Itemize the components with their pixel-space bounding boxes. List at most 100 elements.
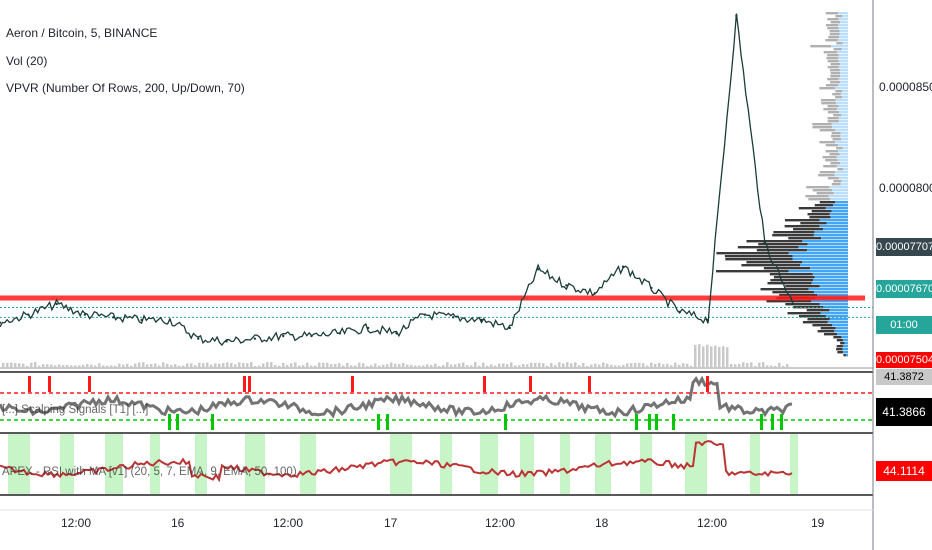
volume-profile-bar (835, 15, 843, 18)
volume-bar (194, 365, 197, 368)
volume-bar (74, 365, 77, 368)
volume-profile-bar (830, 21, 841, 24)
volume-bar (242, 363, 245, 368)
volume-profile-bar (808, 198, 831, 201)
volume-bar (154, 363, 157, 368)
sell-signal-mark (248, 376, 251, 392)
volume-bar (334, 363, 337, 368)
price-point (565, 284, 568, 287)
volume-bar (42, 364, 45, 368)
volume-bar (346, 363, 349, 368)
volume-profile-bar (772, 234, 814, 237)
volume-bar (22, 363, 25, 368)
volume-profile-bar (788, 270, 848, 273)
volume-indicator-label[interactable]: Vol (20) (6, 54, 48, 68)
volume-bar (118, 363, 121, 368)
apex-zone (195, 434, 207, 494)
volume-profile-bar (805, 195, 829, 198)
volume-profile-bar (766, 300, 812, 303)
volume-bar (82, 364, 85, 368)
volume-profile-bar (838, 27, 848, 30)
volume-profile-bar (808, 288, 848, 291)
volume-profile-bar (835, 171, 848, 174)
volume-bar (70, 365, 73, 368)
volume-profile-bar (838, 24, 848, 27)
buy-signal-mark (655, 414, 658, 430)
volume-bar (302, 365, 305, 368)
price-point (55, 302, 58, 306)
volume-profile-bar (811, 282, 848, 285)
volume-bar (662, 364, 665, 368)
volume-bar (542, 363, 545, 368)
volume-bar (46, 364, 49, 368)
volume-bar (738, 364, 741, 368)
volume-profile-bar (817, 330, 835, 333)
volume-bar (134, 363, 137, 368)
volume-profile-bar (784, 219, 820, 222)
volume-bar (222, 362, 225, 368)
volume-profile-bar (827, 105, 839, 108)
volume-bar (198, 362, 201, 368)
volume-profile-bar (823, 165, 837, 168)
volume-bar (182, 365, 185, 368)
volume-bar (386, 364, 389, 368)
sell-signal-mark (706, 376, 709, 392)
symbol-title[interactable]: Aeron / Bitcoin, 5, BINANCE (6, 26, 158, 40)
volume-bar (494, 365, 497, 368)
price-point (27, 313, 30, 316)
apex-zone (8, 434, 30, 494)
volume-bar (634, 362, 637, 368)
volume-bar (338, 363, 341, 368)
volume-profile-bar (825, 150, 838, 153)
apex-zone (480, 434, 498, 494)
apex-zone (60, 434, 74, 494)
volume-profile-bar (792, 258, 848, 261)
volume-profile-bar (832, 189, 848, 192)
volume-profile-bar (826, 222, 848, 225)
vpvr-indicator-label[interactable]: VPVR (Number Of Rows, 200, Up/Down, 70) (6, 81, 245, 95)
volume-bar (102, 365, 105, 368)
volume-profile-bar (835, 327, 848, 330)
volume-profile-bar (802, 261, 848, 264)
apex-indicator-label[interactable]: APEX - RSI with MA [v1] (20, 5, 7, EMA, … (2, 466, 297, 478)
volume-bar (306, 362, 309, 368)
volume-bar (786, 364, 789, 368)
volume-bar (646, 365, 649, 368)
time-axis-label: 16 (171, 516, 185, 530)
volume-profile-bar (841, 114, 848, 117)
price-point (536, 268, 540, 271)
volume-profile-bar (813, 234, 848, 237)
price-point (508, 326, 511, 330)
volume-profile-bar (838, 117, 848, 120)
volume-profile-bar (836, 147, 843, 150)
volume-profile-bar (838, 66, 848, 69)
volume-profile-bar (842, 15, 848, 18)
volume-bar (322, 362, 325, 368)
volume-bar (378, 365, 381, 368)
volume-bar (250, 362, 253, 368)
volume-bar (6, 362, 9, 368)
volume-profile-bar (837, 168, 844, 171)
volume-profile-bar (839, 153, 848, 156)
volume-profile-bar (800, 222, 827, 225)
volume-bar (566, 362, 569, 368)
volume-bar (682, 363, 685, 368)
price-point (593, 292, 596, 295)
volume-profile-bar (837, 51, 848, 54)
volume-bar (122, 364, 125, 368)
apex-zone (390, 434, 412, 494)
volume-profile-bar (833, 192, 848, 195)
volume-profile-bar (798, 315, 826, 318)
scalping-indicator-label[interactable]: [...] Scalping Signals [T1] [...] (2, 404, 149, 416)
volume-bar (538, 362, 541, 368)
volume-profile-bar (724, 255, 793, 258)
volume-profile-bar (831, 132, 841, 135)
volume-bar (498, 363, 501, 368)
volume-profile-bar (814, 276, 848, 279)
volume-bar (450, 364, 453, 368)
volume-profile-bar (839, 33, 848, 36)
volume-bar (418, 365, 421, 368)
volume-profile-bar (826, 57, 839, 60)
